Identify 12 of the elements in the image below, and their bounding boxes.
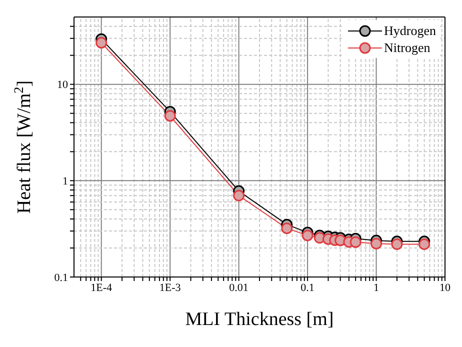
y-tick-label: 10	[57, 79, 68, 92]
legend-label: Hydrogen	[384, 22, 436, 38]
x-tick-label: 1E-4	[90, 282, 113, 294]
x-tick-label: 1E-3	[159, 282, 182, 294]
x-tick-label: 0.01	[229, 282, 248, 294]
x-tick-label: 1	[374, 282, 380, 294]
x-tick-label: 0.1	[300, 282, 314, 294]
x-tick-label: 10	[440, 282, 451, 294]
y-tick-label: 1	[62, 176, 68, 188]
x-axis-title: MLI Thickness [m]	[185, 309, 334, 330]
legend-label: Nitrogen	[384, 40, 430, 56]
y-tick-label: 0.1	[54, 272, 68, 284]
